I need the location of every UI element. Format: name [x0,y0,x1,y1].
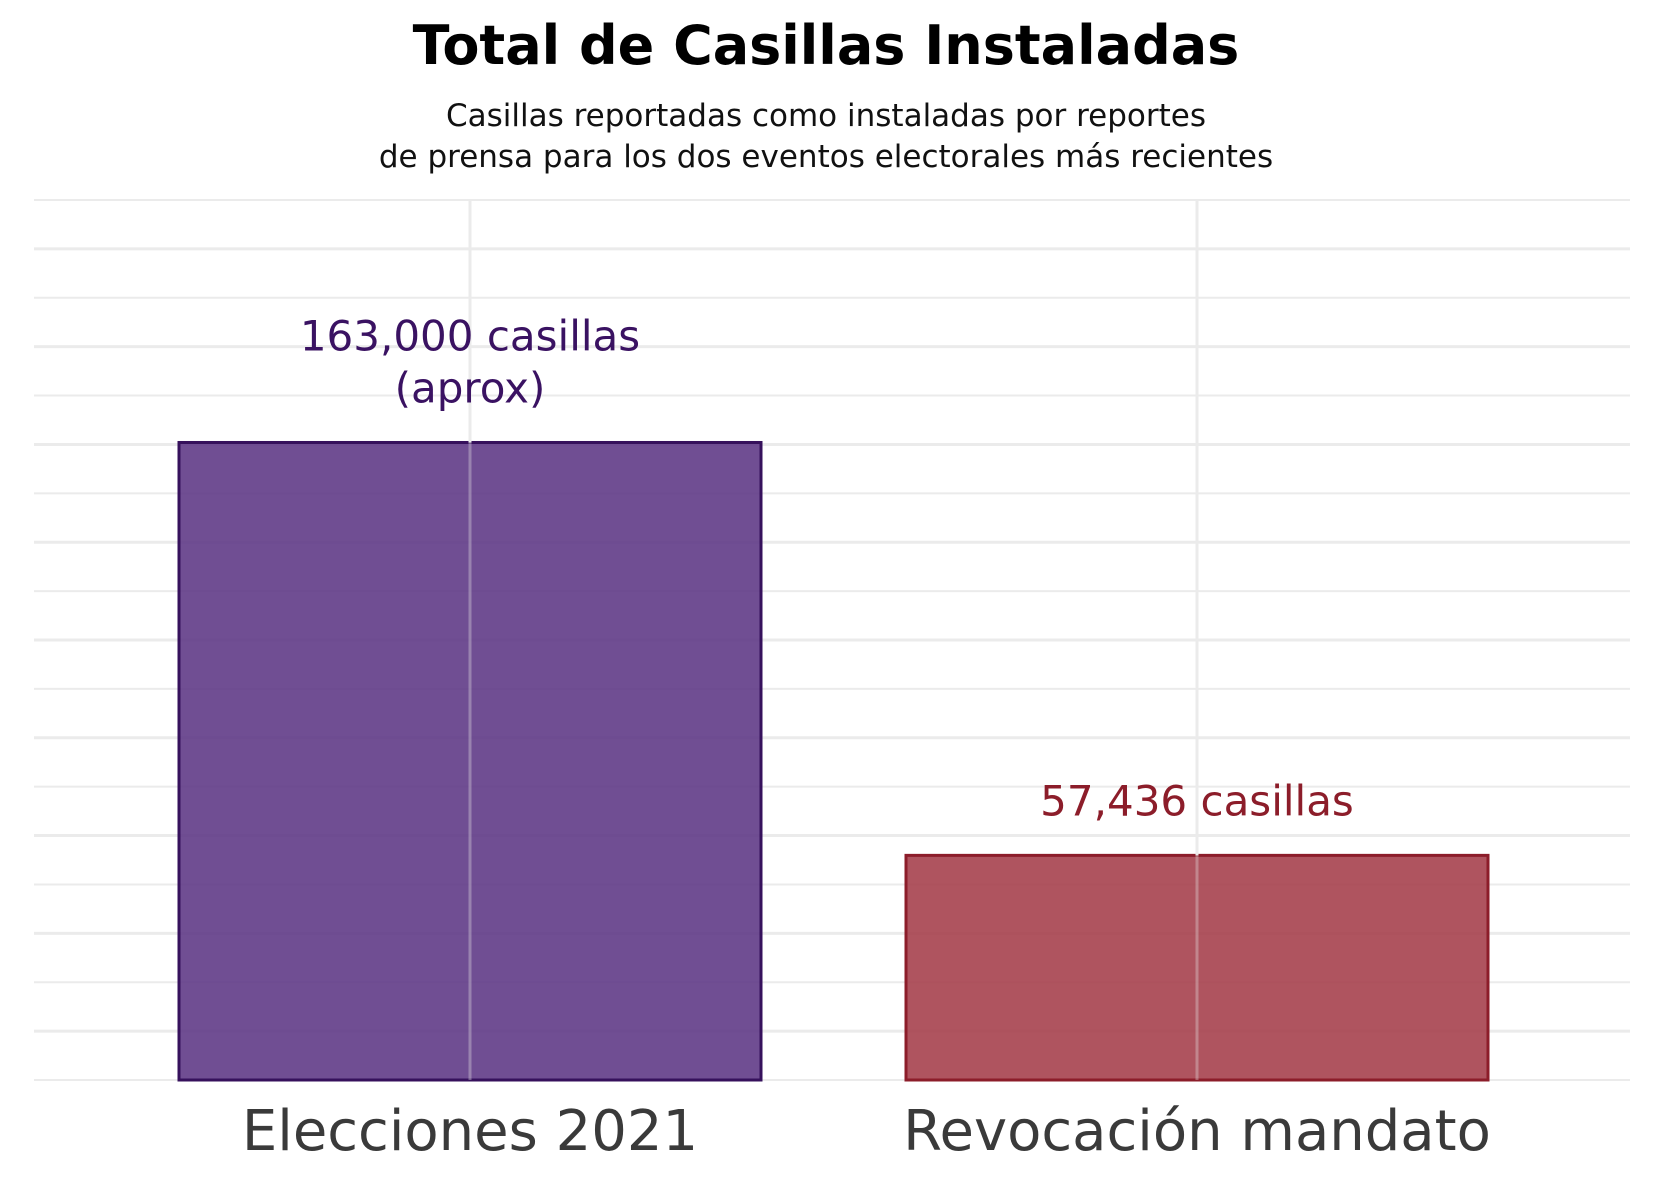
chart-subtitle-line-1: Casillas reportadas como instaladas por … [446,98,1206,134]
x-tick-label-1: Elecciones 2021 [242,1099,698,1164]
bar-2 [904,853,1490,1082]
bars [177,440,1490,1082]
vertical-gridlines [468,200,1199,1080]
data-label-1-line-2: (aprox) [395,363,546,412]
data-label-1-line-1: 163,000 casillas [300,311,640,360]
data-labels: 163,000 casillas(aprox) 57,436 casillas [300,311,1354,825]
x-tick-label-2: Revocación mandato [903,1099,1491,1164]
data-label-2-line-1: 57,436 casillas [1040,776,1354,825]
chart-title: Total de Casillas Instaladas [413,14,1240,77]
chart-subtitle-line-2: de prensa para los dos eventos electoral… [379,139,1273,175]
x-tick-labels: Elecciones 2021 Revocación mandato [242,1099,1491,1164]
